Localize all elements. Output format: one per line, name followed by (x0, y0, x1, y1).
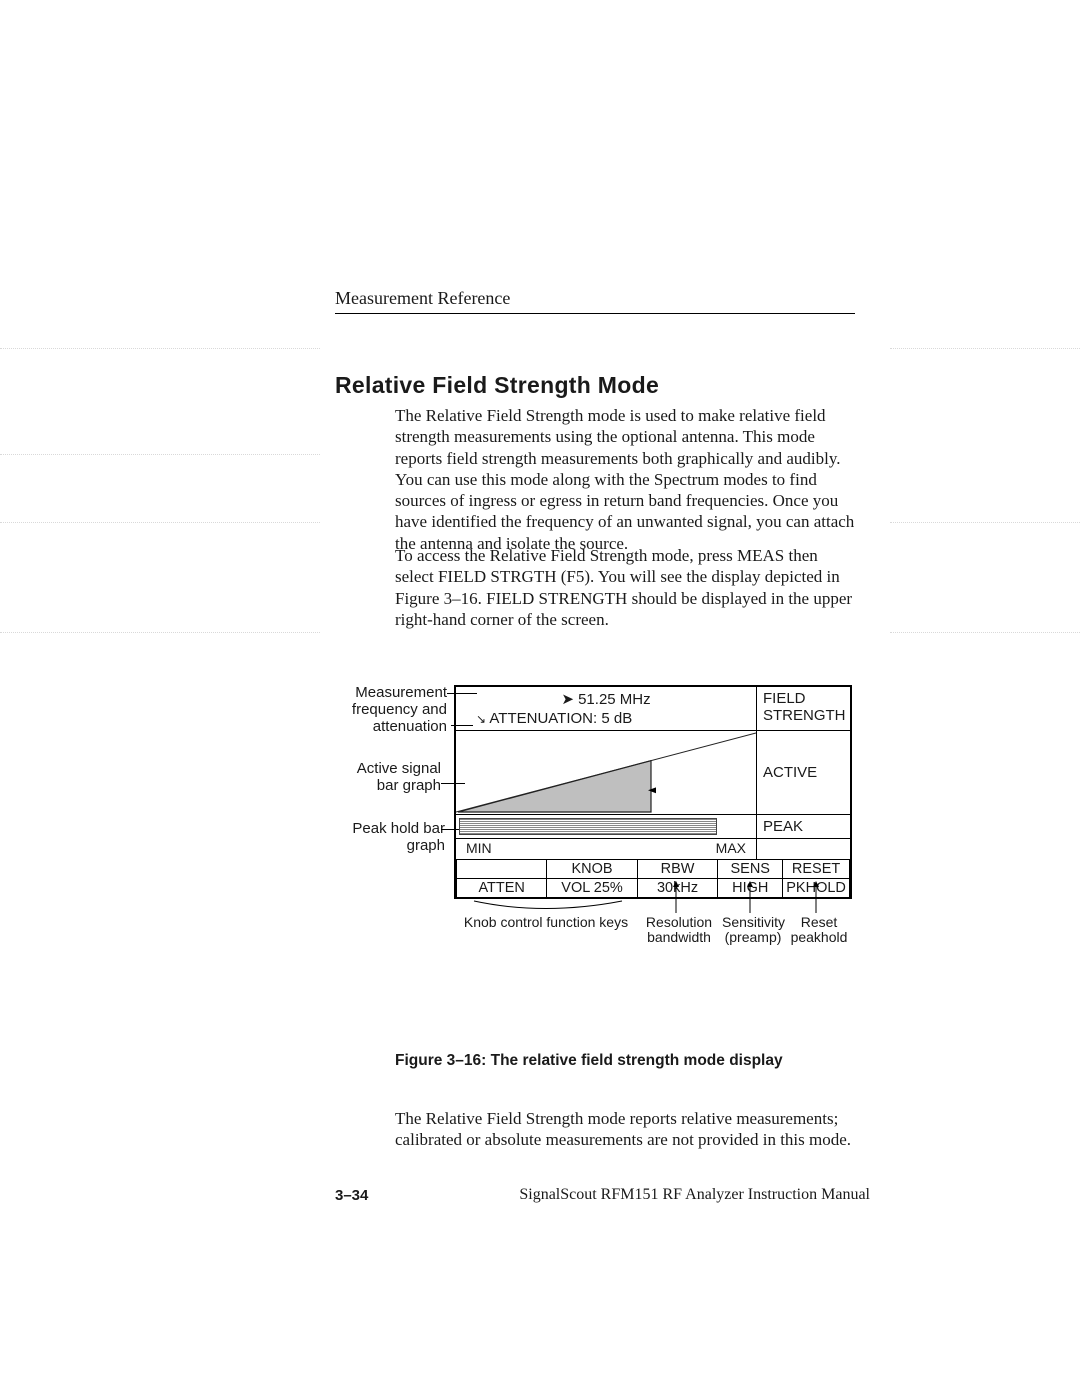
peak-hold-bar (456, 815, 756, 838)
annotation-arrows (454, 881, 852, 921)
display-header: ➤ 51.25 MHz ↘ ATTENUATION: 5 dB FIELD ST… (456, 687, 850, 731)
active-label: ACTIVE (756, 731, 850, 814)
scan-noise (0, 522, 320, 523)
softkey-sens[interactable]: SENS (718, 860, 783, 879)
scan-noise (890, 632, 1080, 633)
running-head: Measurement Reference (335, 288, 855, 314)
frequency-readout: ➤ 51.25 MHz (462, 690, 750, 708)
max-label: MAX (716, 840, 746, 858)
scan-noise (0, 348, 320, 349)
instrument-display: ➤ 51.25 MHz ↘ ATTENUATION: 5 dB FIELD ST… (454, 685, 852, 899)
attenuation-readout: ↘ ATTENUATION: 5 dB (462, 710, 750, 727)
scan-noise (0, 632, 320, 633)
active-signal-row: ACTIVE (456, 731, 850, 815)
manual-title-footer: SignalScout RFM151 RF Analyzer Instructi… (519, 1186, 870, 1204)
softkey-reset[interactable]: RESET (783, 860, 850, 879)
min-max-row: MIN MAX (456, 839, 850, 859)
active-signal-plot (456, 731, 756, 814)
figure-caption: Figure 3–16: The relative field strength… (395, 1052, 783, 1070)
min-max-scale: MIN MAX (456, 839, 756, 859)
callout-active-bar: Active signal bar graph (335, 761, 441, 795)
softkey-rbw[interactable]: RBW (637, 860, 718, 879)
callout-meas-freq-atten: Measurement frequency and attenuation (329, 685, 447, 735)
figure-field-strength-display: Measurement frequency and attenuation Ac… (335, 685, 870, 975)
arrow-right-icon: ➤ (561, 691, 574, 708)
min-max-side-blank (756, 839, 850, 859)
paragraph-intro: The Relative Field Strength mode is used… (395, 405, 860, 554)
scan-noise (890, 522, 1080, 523)
softkey-knob[interactable]: KNOB (547, 860, 637, 879)
page: Measurement Reference Relative Field Str… (0, 0, 1080, 1397)
min-label: MIN (466, 840, 492, 858)
peak-label: PEAK (756, 815, 850, 838)
attenuation-value: ATTENUATION: 5 dB (489, 710, 632, 727)
paragraph-note: The Relative Field Strength mode reports… (395, 1108, 860, 1151)
paragraph-access: To access the Relative Field Strength mo… (395, 545, 860, 630)
scan-noise (0, 454, 320, 455)
display-header-left: ➤ 51.25 MHz ↘ ATTENUATION: 5 dB (456, 687, 756, 730)
softkey-blank (457, 860, 547, 879)
peak-hold-row: PEAK (456, 815, 850, 839)
callout-peak-bar: Peak hold bar graph (349, 821, 445, 855)
peak-hold-fill (459, 818, 717, 835)
mode-indicator: FIELD STRENGTH (756, 687, 850, 730)
mode-line-2: STRENGTH (763, 707, 844, 724)
frequency-value: 51.25 MHz (578, 691, 651, 708)
page-number: 3–34 (335, 1187, 368, 1204)
arrow-down-right-icon: ↘ (476, 712, 486, 726)
active-signal-triangle (456, 731, 756, 814)
section-title: Relative Field Strength Mode (335, 372, 659, 399)
mode-line-1: FIELD (763, 690, 844, 707)
scan-noise (890, 348, 1080, 349)
